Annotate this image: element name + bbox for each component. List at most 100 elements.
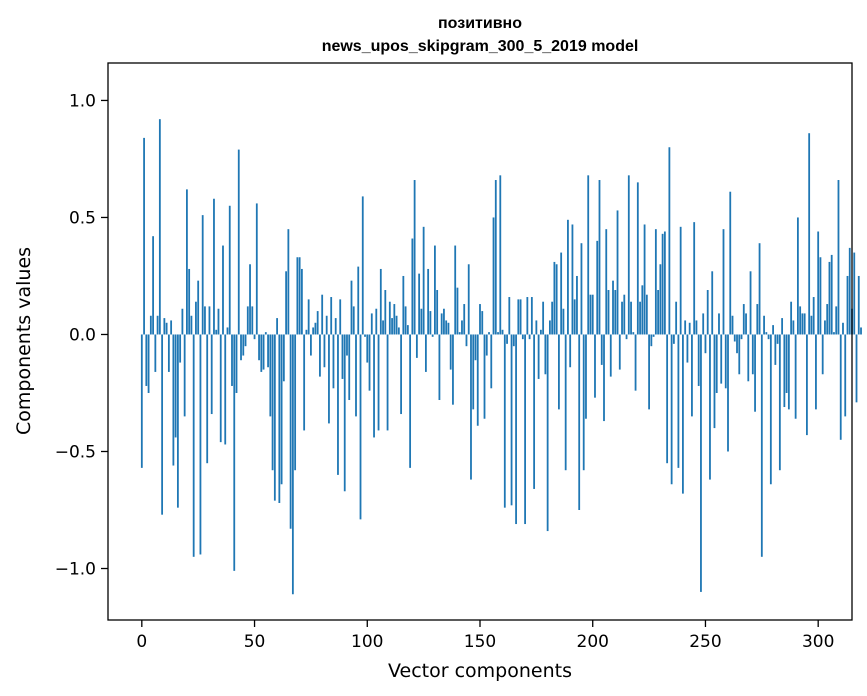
bar [465,334,468,347]
bar [535,320,538,335]
bar [560,252,563,335]
bar [375,308,378,335]
bar [580,243,583,335]
bar [156,315,159,335]
bar [790,301,793,335]
bar [474,334,477,361]
bar [337,334,339,475]
bar [546,334,549,532]
bar [539,329,542,335]
bar [801,313,804,335]
bar [219,334,222,443]
bar [233,334,236,571]
bar [470,334,472,480]
bar [648,334,650,410]
bar [740,334,743,340]
bar [382,320,384,335]
bar [458,332,461,335]
bar [199,334,202,555]
bar [785,334,788,393]
bar [264,332,267,335]
bar [330,297,333,335]
bar [411,238,414,335]
bar [454,245,457,335]
bar [172,334,175,466]
bar [815,334,817,410]
bar [298,257,301,335]
bar [677,334,680,468]
bar [772,325,774,335]
bar [756,304,759,335]
bar [307,299,310,335]
bar [388,301,391,335]
bar [170,320,173,335]
bar [147,334,150,393]
bar [558,334,560,410]
bar [226,327,229,335]
bar [733,334,736,342]
bar [853,252,856,335]
bar [296,257,299,335]
chart-title-line2: news_upos_skipgram_300_5_2019 model [322,38,639,55]
bar [702,313,705,335]
bar [190,315,193,335]
bar [328,334,330,424]
bar [305,329,308,335]
bar [564,334,567,471]
bar [627,175,630,335]
bar [379,268,382,335]
bar [287,229,290,335]
bar [262,334,265,370]
bar [749,271,752,335]
bar [267,334,269,368]
bar [754,334,756,412]
bar [828,261,831,335]
bar [837,180,840,335]
bar [201,215,204,335]
bar [524,334,526,525]
bar [722,229,725,335]
bar [517,299,520,335]
bar [476,334,479,426]
bar [618,334,621,370]
x-tick-label: 150 [464,632,496,652]
bar [713,334,716,429]
bar [855,334,858,403]
bar [456,287,459,335]
bar [321,294,324,335]
bar [420,308,423,335]
y-tick-label: 0.5 [69,208,96,228]
bar [472,334,475,410]
bar [675,301,678,335]
bar [760,334,763,557]
bar [765,332,768,335]
x-axis-ticks: 0 50 100 150 200 250 300 [136,620,834,652]
bar [183,334,186,417]
bar [582,334,585,471]
bar [244,334,247,347]
bar [621,301,623,335]
bar [688,322,691,335]
bar [303,334,306,431]
bar [824,320,826,335]
bar [384,290,387,335]
bar [774,334,777,365]
bar [736,334,738,354]
bar [515,334,517,525]
bar [291,334,294,595]
bar [449,334,452,370]
bar [393,304,396,335]
bar [508,297,511,335]
bar [506,334,508,344]
bar [217,308,220,335]
bar [603,334,605,422]
bar [427,268,430,335]
bar [366,334,369,363]
bar [161,334,164,515]
bar [751,334,754,375]
bar [844,334,847,417]
bar [720,334,723,384]
bar [796,217,799,335]
x-tick-label: 250 [689,632,721,652]
